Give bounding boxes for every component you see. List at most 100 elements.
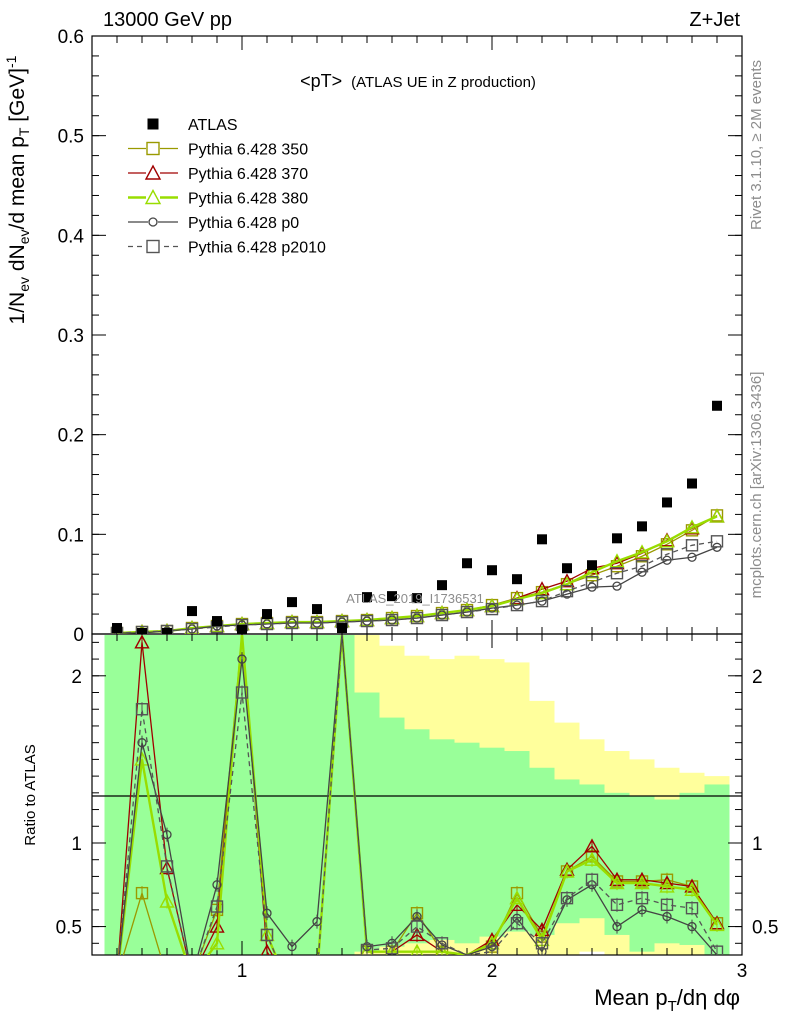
data-point [660, 548, 674, 561]
main-plot-area [110, 400, 725, 634]
y-tick-label: 0.4 [58, 226, 85, 247]
data-point [510, 598, 524, 612]
ratio-point [610, 898, 624, 912]
data-point [585, 575, 599, 589]
ratio-point [385, 942, 399, 955]
ratio-point [659, 878, 675, 893]
data-point [412, 613, 422, 623]
ratio-point [435, 943, 449, 955]
ratio-point [637, 905, 647, 915]
data-point [312, 618, 322, 628]
data-point [437, 610, 447, 620]
data-point [187, 624, 197, 634]
legend-marker-bg [146, 166, 160, 180]
ratio-point [385, 943, 399, 955]
ratio-point [237, 654, 247, 664]
legend-label: ATLAS [188, 117, 238, 134]
y-tick-label: 0 [73, 625, 84, 646]
legend: ATLAS Pythia 6.428 350 Pythia 6.428 370 Pyt… [128, 117, 326, 257]
y-tick-label: 0.1 [58, 525, 84, 546]
series-line [116, 515, 718, 634]
legend-label: Pythia 6.428 370 [188, 166, 308, 183]
data-point [435, 608, 449, 622]
legend-label: Pythia 6.428 p0 [188, 215, 299, 232]
mcplots-label: mcplots.cern.ch [arXiv:1306.3436] [748, 372, 765, 599]
legend-marker-bg [146, 141, 160, 156]
ratio-point [135, 886, 149, 900]
data-point [587, 560, 597, 571]
y-tick-label: 0.5 [58, 127, 84, 148]
ratio-y-tick-label-left: 2 [71, 667, 82, 688]
data-point [485, 602, 499, 616]
ratio-point [585, 873, 599, 886]
data-point [535, 594, 549, 608]
data-point [537, 596, 547, 606]
ratio-point [660, 898, 674, 912]
ratio-point [287, 941, 297, 952]
ratio-point [135, 703, 149, 716]
legend-marker [144, 164, 162, 180]
data-point [610, 567, 624, 580]
main-y-axis: 0 0.1 0.2 0.3 0.4 0.5 0.6 [58, 27, 742, 646]
ratio-point [559, 863, 575, 878]
data-point [685, 539, 699, 552]
ratio-y-axis: 0.5 0.5 1 1 2 2 [56, 641, 778, 944]
ratio-point [312, 916, 322, 927]
energy-label: 13000 GeV pp [103, 9, 232, 31]
ratio-point [535, 937, 549, 950]
chart-title-sub: (ATLAS UE in Z production) [351, 74, 536, 91]
ratio-point [260, 943, 274, 955]
data-point [460, 605, 474, 619]
ratio-y-axis-title: Ratio to ATLAS [22, 744, 39, 845]
data-point [212, 616, 222, 627]
chart-title: <pT> (ATLAS UE in Z production) [300, 71, 536, 91]
legend-marker [147, 118, 159, 130]
data-point [637, 521, 647, 532]
ratio-point [560, 891, 574, 905]
data-point [412, 593, 422, 604]
ratio-point [510, 917, 524, 930]
ratio-point [710, 945, 724, 955]
data-point [360, 614, 374, 628]
data-point [312, 604, 322, 615]
y-tick-label: 0.6 [58, 27, 84, 48]
ratio-point [687, 921, 697, 932]
legend-marker-bg [148, 217, 158, 227]
legend-marker [144, 189, 162, 205]
legend-marker-bg [146, 190, 160, 205]
ratio-point [584, 851, 600, 866]
ratio-point [209, 935, 225, 950]
stat-uncertainty-band [329, 635, 355, 955]
ratio-point [609, 875, 625, 890]
ratio-point [260, 928, 274, 942]
data-point [137, 628, 147, 634]
ratio-point [212, 880, 222, 890]
main-y-axis-title: 1/Nev dNev/d mean pT [GeV]-1 [3, 55, 32, 324]
data-point [487, 565, 497, 576]
legend-label: Pythia 6.428 380 [188, 191, 308, 208]
data-point [287, 597, 297, 608]
stat-uncertainty-band [179, 635, 205, 955]
ratio-point [360, 943, 374, 955]
x-tick-label: 2 [487, 961, 498, 982]
ratio-point [662, 911, 672, 922]
legend-label: Pythia 6.428 350 [188, 142, 308, 159]
data-point [162, 628, 172, 634]
data-point [659, 533, 675, 548]
data-point [534, 585, 550, 600]
ratio-point [235, 686, 249, 699]
series-pythia-6-428-p2010 [110, 535, 724, 634]
legend-label: Pythia 6.428 p2010 [188, 240, 326, 257]
ratio-y-tick-label-right: 1 [752, 834, 763, 855]
ratio-plot-area [117, 635, 725, 955]
legend-marker [146, 239, 160, 254]
data-point [262, 609, 272, 620]
ratio-series-pythia-6-428-380 [118, 635, 725, 955]
data-point [387, 591, 397, 602]
ratio-point [137, 738, 147, 748]
data-point [687, 478, 697, 489]
stat-uncertainty-band [279, 635, 305, 955]
data-point [584, 564, 600, 579]
x-axis-title: Mean pT/dη dφ [594, 985, 740, 1015]
